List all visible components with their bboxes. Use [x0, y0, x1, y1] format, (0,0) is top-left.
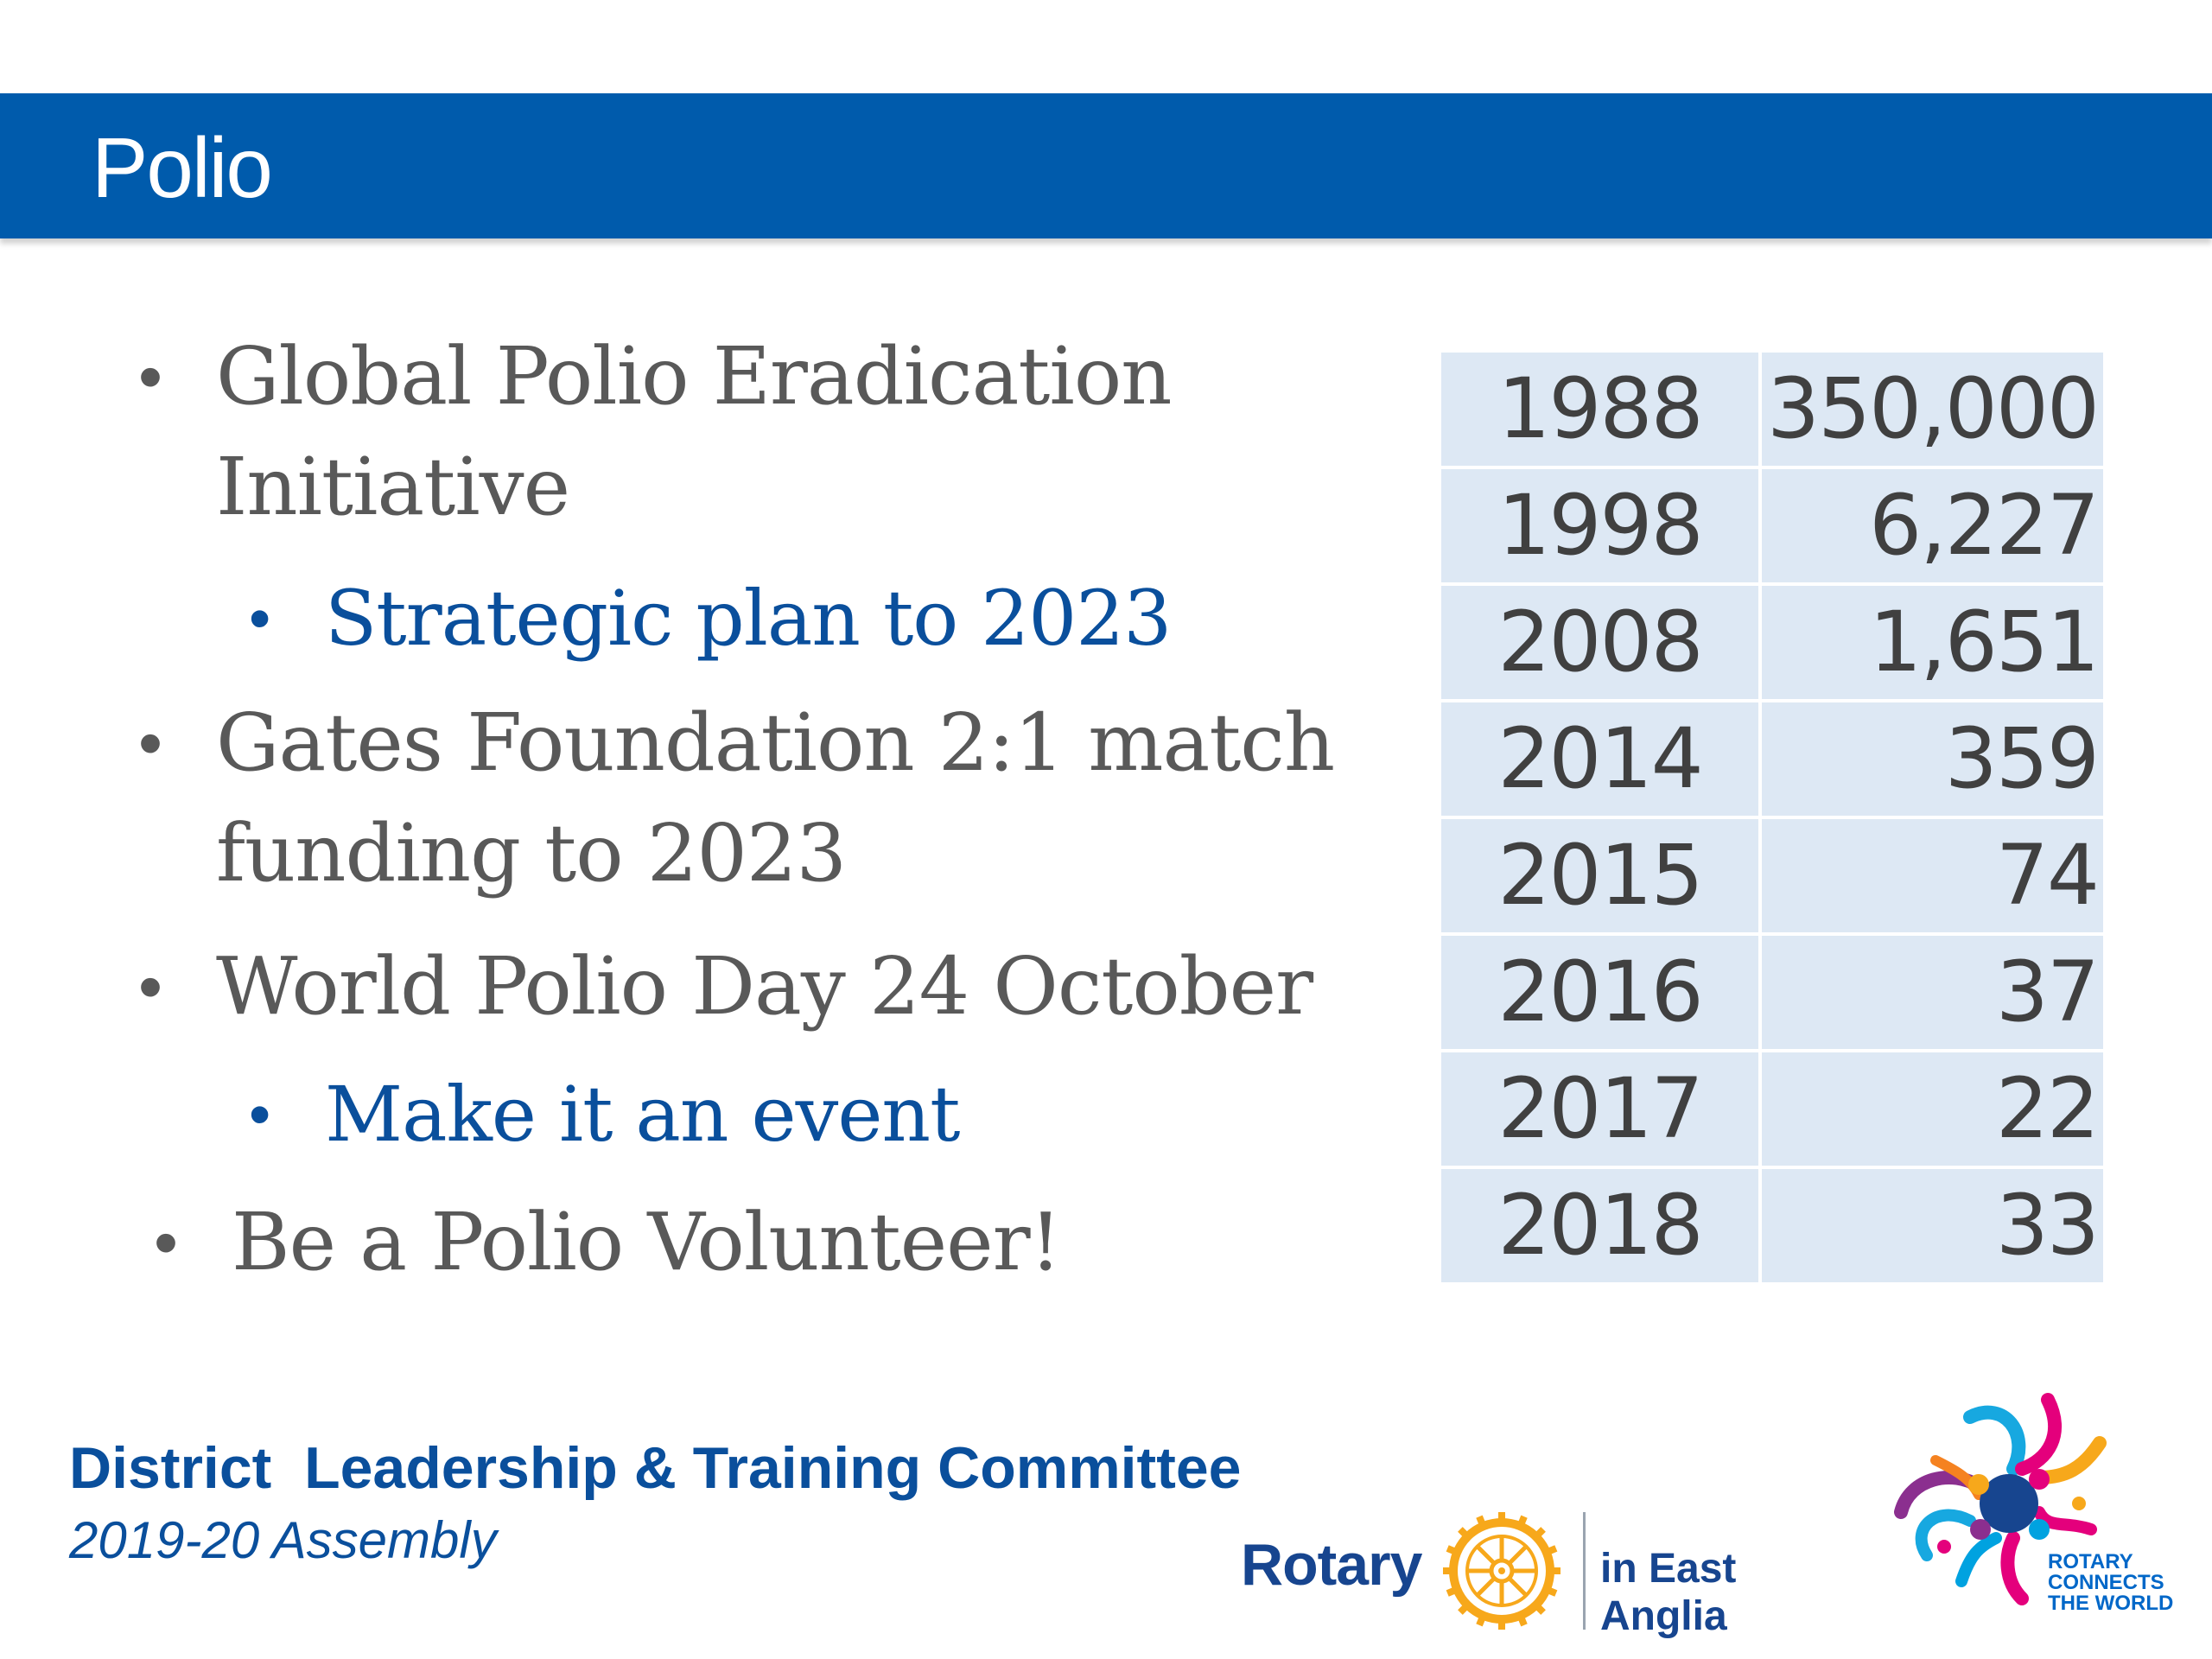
- bullet-marker: •: [249, 584, 270, 653]
- cases-cell: 33: [1762, 1169, 2103, 1282]
- bullet-text-line: Initiative: [216, 441, 570, 533]
- cases-cell: 37: [1762, 936, 2103, 1049]
- cases-cell: 359: [1762, 702, 2103, 816]
- year-cell: 2017: [1441, 1052, 1759, 1166]
- title-bar: Polio: [0, 93, 2212, 238]
- bullet-item: • World Polio Day 24 October: [138, 931, 1313, 1042]
- table-row: 2018 33: [1441, 1169, 2103, 1282]
- rotary-wheel-icon: [1443, 1512, 1560, 1630]
- connects-slogan: ROTARY CONNECTS THE WORLD: [2048, 1552, 2177, 1614]
- cases-cell: 6,227: [1762, 469, 2103, 582]
- rotary-region-label: in East Anglia: [1600, 1546, 1737, 1639]
- polio-cases-table: 1988 350,000 1998 6,227 2008 1,651 2014 …: [1438, 349, 2107, 1286]
- bullet-marker: •: [138, 948, 162, 1025]
- slogan-line: ROTARY: [2048, 1550, 2133, 1573]
- cases-cell: 22: [1762, 1052, 2103, 1166]
- year-cell: 2008: [1441, 586, 1759, 699]
- footer-assembly: 2019-20 Assembly: [69, 1511, 497, 1569]
- table-row: 1998 6,227: [1441, 469, 2103, 582]
- table-row: 2016 37: [1441, 936, 2103, 1049]
- year-cell: 2018: [1441, 1169, 1759, 1282]
- rotary-east-anglia-logo: Rotary: [1241, 1503, 1872, 1639]
- bullet-text-line: Be a Polio Volunteer!: [232, 1196, 1062, 1288]
- bullet-text-line: Global Polio Eradication: [216, 330, 1172, 423]
- cases-cell: 74: [1762, 819, 2103, 932]
- sub-bullet-item: • Strategic plan to 2023: [249, 563, 1172, 674]
- bullet-item: • Be a Polio Volunteer!: [154, 1187, 1062, 1298]
- year-cell: 1998: [1441, 469, 1759, 582]
- connects-emblem-icon: [1894, 1393, 2107, 1605]
- bullet-item: • Global Polio Eradication Initiative: [138, 321, 1172, 543]
- rotary-connects-the-world-logo: ROTARY CONNECTS THE WORLD: [1875, 1382, 2177, 1624]
- rotary-wordmark: Rotary: [1241, 1532, 1422, 1598]
- cases-cell: 350,000: [1762, 353, 2103, 466]
- bullet-marker: •: [138, 704, 162, 781]
- bullet-text-line: Make it an event: [325, 1070, 960, 1159]
- slide-title: Polio: [92, 120, 273, 215]
- slogan-line: THE WORLD: [2048, 1592, 2174, 1615]
- year-cell: 2016: [1441, 936, 1759, 1049]
- table-row: 2014 359: [1441, 702, 2103, 816]
- bullet-marker: •: [249, 1080, 270, 1149]
- bullet-text-line: Gates Foundation 2:1 match: [216, 696, 1335, 789]
- sub-bullet-item: • Make it an event: [249, 1059, 960, 1170]
- footer-committee: District Leadership & Training Committee: [69, 1435, 1242, 1501]
- bullet-list: • Global Polio Eradication Initiative • …: [138, 321, 1335, 1298]
- year-cell: 2015: [1441, 819, 1759, 932]
- table-row: 1988 350,000: [1441, 353, 2103, 466]
- slogan-line: CONNECTS: [2048, 1571, 2164, 1594]
- bullet-marker: •: [154, 1204, 178, 1281]
- year-cell: 2014: [1441, 702, 1759, 816]
- bullet-text-line: funding to 2023: [216, 807, 847, 899]
- table-row: 2015 74: [1441, 819, 2103, 932]
- bullet-text-line: World Polio Day 24 October: [216, 940, 1313, 1033]
- table-row: 2017 22: [1441, 1052, 2103, 1166]
- cases-cell: 1,651: [1762, 586, 2103, 699]
- bullet-item: • Gates Foundation 2:1 match funding to …: [138, 688, 1335, 909]
- bullet-marker: •: [138, 338, 162, 415]
- year-cell: 1988: [1441, 353, 1759, 466]
- table-row: 2008 1,651: [1441, 586, 2103, 699]
- bullet-text-line: Strategic plan to 2023: [325, 574, 1172, 663]
- logo-divider: [1583, 1512, 1586, 1630]
